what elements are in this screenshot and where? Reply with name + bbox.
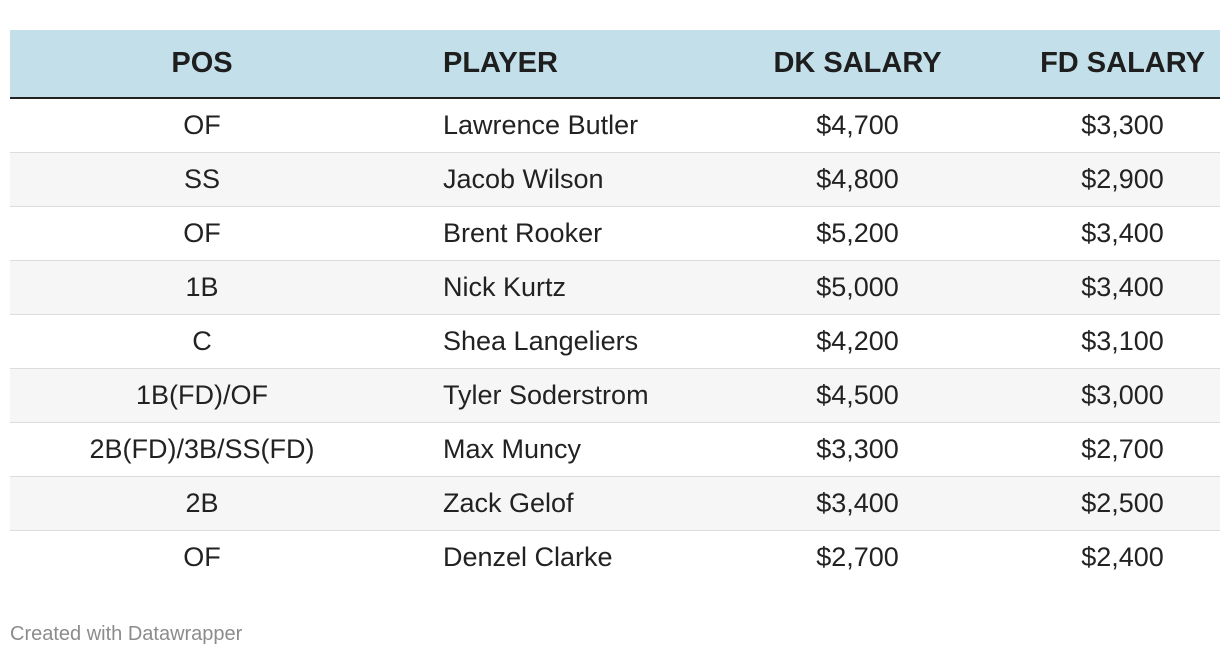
cell-player: Denzel Clarke xyxy=(443,541,613,572)
cell-fd-salary: $2,500 xyxy=(1081,487,1164,518)
cell-dk-salary: $4,800 xyxy=(816,163,899,194)
cell-player: Brent Rooker xyxy=(443,217,603,248)
table-row: OF Brent Rooker $5,200 $3,400 xyxy=(10,206,1220,260)
cell-pos: 1B(FD)/OF xyxy=(136,379,268,410)
cell-player: Zack Gelof xyxy=(443,487,574,518)
table-header: POS PLAYER DK SALARY FD SALARY xyxy=(10,30,1220,99)
table-body: OF Lawrence Butler $4,700 $3,300 SS Jaco… xyxy=(10,98,1220,584)
header-pos: POS xyxy=(10,30,394,99)
cell-fd-salary: $3,400 xyxy=(1081,271,1164,302)
cell-player: Tyler Soderstrom xyxy=(443,379,649,410)
cell-dk-salary: $4,500 xyxy=(816,379,899,410)
cell-fd-salary: $3,300 xyxy=(1081,109,1164,140)
header-row: POS PLAYER DK SALARY FD SALARY xyxy=(10,30,1220,99)
cell-player: Jacob Wilson xyxy=(443,163,604,194)
table-row: 2B(FD)/3B/SS(FD) Max Muncy $3,300 $2,700 xyxy=(10,422,1220,476)
cell-pos: 2B xyxy=(185,487,219,518)
cell-dk-salary: $4,200 xyxy=(816,325,899,356)
cell-fd-salary: $2,700 xyxy=(1081,433,1164,464)
cell-dk-salary: $5,000 xyxy=(816,271,899,302)
cell-pos: OF xyxy=(183,217,221,248)
table-row: OF Lawrence Butler $4,700 $3,300 xyxy=(10,98,1220,152)
cell-fd-salary: $3,400 xyxy=(1081,217,1164,248)
cell-pos: 1B xyxy=(185,271,219,302)
cell-fd-salary: $3,100 xyxy=(1081,325,1164,356)
cell-fd-salary: $2,900 xyxy=(1081,163,1164,194)
cell-pos: OF xyxy=(183,109,221,140)
cell-pos: SS xyxy=(183,163,221,194)
salary-table: POS PLAYER DK SALARY FD SALARY OF Lawren… xyxy=(10,30,1220,584)
cell-pos: OF xyxy=(183,541,221,572)
table-row: 2B Zack Gelof $3,400 $2,500 xyxy=(10,476,1220,530)
cell-player: Max Muncy xyxy=(443,433,582,464)
cell-player: Nick Kurtz xyxy=(443,271,567,302)
cell-dk-salary: $2,700 xyxy=(816,541,899,572)
datawrapper-credit[interactable]: Created with Datawrapper xyxy=(10,623,243,645)
cell-fd-salary: $2,400 xyxy=(1081,541,1164,572)
salary-table-container: POS PLAYER DK SALARY FD SALARY OF Lawren… xyxy=(10,30,1220,584)
cell-dk-salary: $3,300 xyxy=(816,433,899,464)
cell-player: Lawrence Butler xyxy=(443,109,639,140)
table-row: 1B Nick Kurtz $5,000 $3,400 xyxy=(10,260,1220,314)
cell-player: Shea Langeliers xyxy=(443,325,639,356)
cell-pos: 2B(FD)/3B/SS(FD) xyxy=(89,433,315,464)
header-player: PLAYER xyxy=(394,30,729,99)
table-row: SS Jacob Wilson $4,800 $2,900 xyxy=(10,152,1220,206)
header-fd-salary: FD SALARY xyxy=(986,30,1220,99)
header-dk-salary: DK SALARY xyxy=(729,30,986,99)
cell-dk-salary: $3,400 xyxy=(816,487,899,518)
cell-dk-salary: $5,200 xyxy=(816,217,899,248)
cell-pos: C xyxy=(192,325,212,356)
table-row: C Shea Langeliers $4,200 $3,100 xyxy=(10,314,1220,368)
cell-dk-salary: $4,700 xyxy=(816,109,899,140)
table-row: OF Denzel Clarke $2,700 $2,400 xyxy=(10,530,1220,584)
cell-fd-salary: $3,000 xyxy=(1081,379,1164,410)
table-row: 1B(FD)/OF Tyler Soderstrom $4,500 $3,000 xyxy=(10,368,1220,422)
